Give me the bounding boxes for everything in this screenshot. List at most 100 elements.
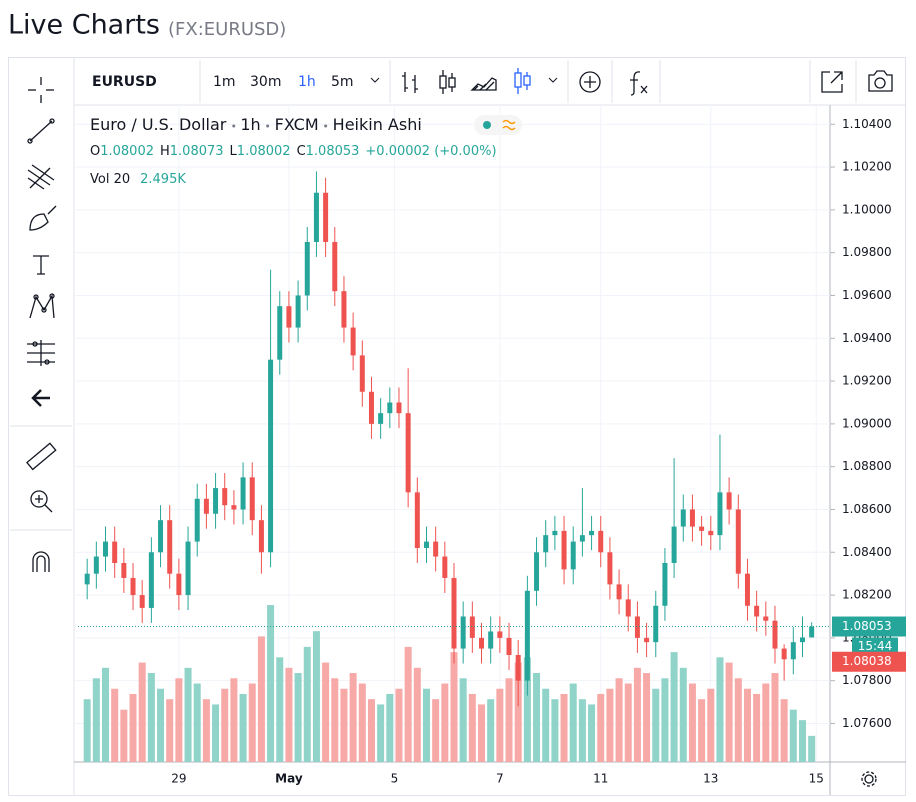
volume-bar bbox=[542, 688, 550, 762]
candle-body bbox=[653, 605, 659, 643]
snapshot-button[interactable] bbox=[868, 70, 893, 92]
candle-body bbox=[744, 573, 750, 606]
volume-bar bbox=[248, 683, 256, 762]
area-style[interactable] bbox=[470, 77, 497, 91]
legend-interval: 1h bbox=[240, 115, 260, 134]
candle-body bbox=[268, 359, 274, 553]
volume-bar bbox=[633, 667, 641, 762]
volume-bar bbox=[166, 699, 174, 762]
bars-style[interactable] bbox=[402, 72, 418, 93]
candle-body bbox=[763, 616, 769, 621]
other-price-label: 1.08038 bbox=[842, 654, 892, 668]
volume-bar bbox=[147, 673, 155, 762]
candle-body bbox=[286, 306, 292, 328]
volume-bar bbox=[569, 683, 577, 762]
candle-body bbox=[589, 530, 595, 536]
compare-button[interactable] bbox=[579, 71, 601, 93]
back-tool[interactable] bbox=[31, 389, 50, 407]
candle-body bbox=[222, 488, 228, 506]
candle-body bbox=[213, 488, 219, 514]
candles-style[interactable] bbox=[439, 70, 456, 94]
candle-body bbox=[341, 291, 347, 328]
candle-body bbox=[423, 541, 429, 548]
candle-body bbox=[598, 530, 604, 553]
market-open-dot bbox=[483, 121, 491, 129]
candle-body bbox=[479, 637, 485, 649]
candle-body bbox=[112, 541, 118, 563]
candle-body bbox=[460, 616, 466, 649]
x-tick-label: 5 bbox=[391, 772, 399, 786]
trendline-tool[interactable] bbox=[27, 118, 55, 144]
candle-body bbox=[93, 556, 99, 574]
candle-body bbox=[414, 492, 420, 548]
indicators-button[interactable] bbox=[630, 71, 648, 96]
volume-bar bbox=[533, 673, 541, 762]
magnet-tool[interactable] bbox=[32, 551, 50, 572]
pattern-tool[interactable] bbox=[29, 293, 55, 319]
last-price-label: 1.08053 bbox=[842, 619, 892, 633]
x-tick-label: 13 bbox=[703, 772, 718, 786]
zoom-tool[interactable] bbox=[30, 490, 53, 513]
candle-body bbox=[671, 526, 677, 563]
volume-bar bbox=[221, 688, 229, 762]
candle-body bbox=[543, 535, 549, 553]
volume-bar bbox=[643, 673, 651, 762]
ohlc-line: O1.08002 H1.08073 L1.08002 C1.08053 +0.00002… bbox=[90, 144, 497, 159]
candle-body bbox=[158, 520, 164, 553]
candle-body bbox=[203, 498, 209, 514]
prediction-tool[interactable] bbox=[27, 340, 55, 366]
ohlc-key: L bbox=[230, 144, 238, 159]
candle-body bbox=[515, 654, 521, 681]
candle-body bbox=[240, 477, 246, 510]
interval-button[interactable]: 1m bbox=[213, 74, 236, 90]
volume-bar bbox=[523, 657, 531, 762]
ohlc-change: +0.00002 (+0.00%) bbox=[365, 144, 496, 159]
symbol-subtitle: (FX:EURUSD) bbox=[168, 19, 286, 40]
candle-body bbox=[185, 541, 191, 596]
legend-line: Euro / U.S. Dollar 1h FXCM Heikin Ashi bbox=[90, 115, 422, 134]
crosshair-tool[interactable] bbox=[28, 77, 54, 103]
legend-dot bbox=[232, 124, 236, 128]
interval-button[interactable]: 30m bbox=[250, 74, 281, 90]
candle-body bbox=[295, 295, 301, 328]
candle-body bbox=[754, 605, 760, 617]
candle-body bbox=[616, 584, 622, 600]
interval-dropdown[interactable] bbox=[370, 77, 380, 83]
legend-dot bbox=[324, 124, 328, 128]
candle-body bbox=[469, 616, 475, 638]
text-tool[interactable] bbox=[33, 255, 49, 275]
volume-bar bbox=[505, 678, 513, 762]
instrument-name: Euro / U.S. Dollar bbox=[90, 115, 227, 134]
fullscreen-button[interactable] bbox=[821, 71, 843, 93]
settings-button[interactable] bbox=[861, 771, 877, 787]
fib-tool[interactable] bbox=[27, 164, 55, 190]
volume-bar bbox=[193, 683, 201, 762]
status-badge bbox=[474, 115, 522, 135]
interval-button[interactable]: 1h bbox=[298, 74, 316, 90]
volume-bar bbox=[487, 699, 495, 762]
volume-bar bbox=[413, 667, 421, 762]
candle-body bbox=[699, 526, 705, 531]
toolbar-symbol[interactable]: EURUSD bbox=[92, 74, 157, 90]
ruler-tool[interactable] bbox=[26, 442, 57, 471]
volume-bar bbox=[615, 678, 623, 762]
y-tick-label: 1.09400 bbox=[842, 331, 892, 345]
candle-body bbox=[570, 541, 576, 570]
volume-bar bbox=[83, 699, 91, 762]
brush-tool[interactable] bbox=[29, 205, 57, 231]
volume-bar bbox=[661, 678, 669, 762]
ohlc-value: 1.08053 bbox=[306, 144, 360, 159]
candle-body bbox=[726, 492, 732, 510]
countdown-label: 15:44 bbox=[858, 639, 893, 653]
candle-body bbox=[350, 327, 356, 356]
interval-button[interactable]: 5m bbox=[331, 74, 354, 90]
candle-body bbox=[313, 192, 319, 242]
volume-bar bbox=[294, 673, 302, 762]
volume-bar bbox=[239, 693, 247, 762]
volume-bar bbox=[688, 683, 696, 762]
style-dropdown[interactable] bbox=[548, 77, 558, 83]
candle-body bbox=[607, 552, 613, 585]
volume-bar bbox=[468, 693, 476, 762]
heikin-ashi-style[interactable] bbox=[514, 68, 531, 94]
volume-bar bbox=[257, 636, 265, 762]
